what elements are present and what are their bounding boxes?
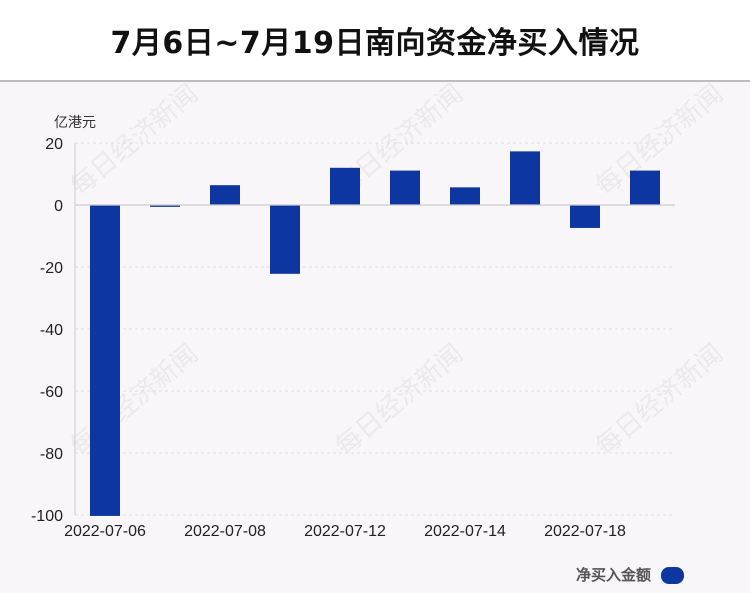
y-tick-label: -100 [31,508,63,525]
bar [330,167,360,205]
y-axis-unit-label: 亿港元 [54,115,96,131]
bar [570,205,600,228]
y-tick-label: -20 [40,260,63,277]
bar [90,205,120,516]
title-bar: 7月6日~7月19日南向资金净买入情况 [0,0,750,82]
x-tick-label: 2022-07-18 [544,523,626,540]
bar [450,187,480,205]
bar [510,151,540,205]
legend-swatch [661,567,684,584]
x-tick-label: 2022-07-08 [184,523,266,540]
legend-label: 净买入金额 [576,566,652,584]
x-tick-label: 2022-07-06 [64,523,146,540]
y-tick-label: 20 [45,136,63,153]
y-tick-label: 0 [54,198,63,215]
chart-title: 7月6日~7月19日南向资金净买入情况 [110,26,640,61]
bar [390,170,420,205]
y-tick-label: -60 [40,384,63,401]
y-tick-label: -80 [40,446,63,463]
bar [210,185,240,205]
bar [150,205,180,207]
x-tick-label: 2022-07-14 [424,523,506,540]
bar [630,170,660,205]
y-tick-label: -40 [40,322,63,339]
x-tick-label: 2022-07-12 [304,523,386,540]
bar [270,205,300,274]
